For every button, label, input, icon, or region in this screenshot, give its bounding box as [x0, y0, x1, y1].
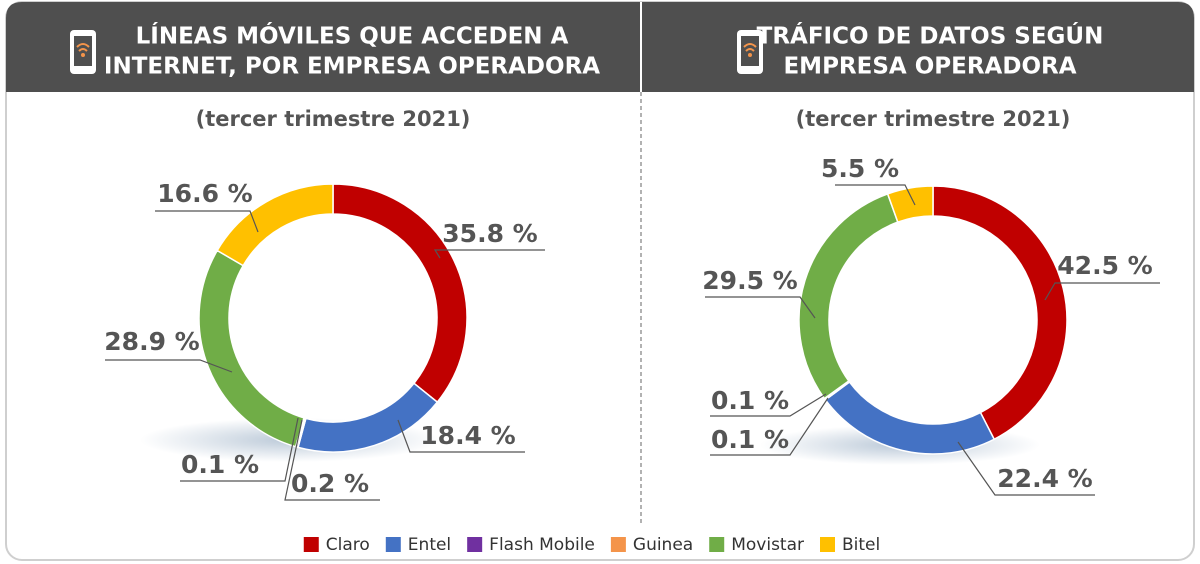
legend-swatch [709, 537, 725, 552]
legend-label: Flash Mobile [489, 535, 595, 555]
leader-line [710, 397, 829, 456]
legend-label: Bitel [842, 535, 880, 555]
value-label: 42.5 % [1057, 251, 1152, 280]
chart-title: TRÁFICO DE DATOS SEGÚN [757, 22, 1104, 50]
value-label: 0.1 % [711, 425, 789, 454]
chart-title: INTERNET, POR EMPRESA OPERADORA [104, 54, 600, 80]
leader-line [397, 419, 525, 453]
value-label: 0.2 % [291, 469, 369, 498]
donut-segment [216, 183, 334, 267]
value-label: 35.8 % [442, 219, 537, 248]
value-label: 29.5 % [702, 266, 797, 295]
phone-icon [70, 30, 96, 74]
chart-title: LÍNEAS MÓVILES QUE ACCEDEN A [136, 22, 569, 50]
value-label: 18.4 % [420, 421, 515, 450]
value-label: 0.1 % [711, 386, 789, 415]
value-label: 0.1 % [181, 450, 259, 479]
value-label: 22.4 % [997, 464, 1092, 493]
leader-line [705, 296, 816, 319]
leader-line [433, 249, 545, 259]
chart-title: EMPRESA OPERADORA [783, 54, 1076, 80]
header-band [6, 2, 1194, 92]
legend-swatch [820, 537, 835, 552]
leader-line [835, 184, 916, 206]
legend-label: Movistar [731, 535, 804, 555]
leader-line [105, 359, 233, 373]
legend-label: Guinea [633, 535, 693, 555]
legend-swatch [385, 537, 401, 552]
chart-subtitle: (tercer trimestre 2021) [196, 107, 471, 131]
value-label: 16.6 % [157, 179, 252, 208]
leader-line [180, 417, 299, 482]
legend-label: Entel [408, 535, 451, 555]
legend-swatch [467, 537, 483, 552]
leader-line [284, 419, 380, 501]
legend-swatch [610, 537, 626, 552]
leader-line [710, 393, 827, 417]
donut-segment [932, 185, 1068, 441]
donut-segment [886, 185, 934, 224]
leader-line [957, 441, 1095, 496]
legend-swatch [303, 537, 319, 552]
phone-icon [737, 30, 763, 74]
legend-label: Claro [326, 535, 370, 555]
value-label: 28.9 % [104, 327, 199, 356]
leader-line [155, 210, 259, 233]
value-label: 5.5 % [821, 154, 899, 183]
chart-subtitle: (tercer trimestre 2021) [796, 107, 1071, 131]
leader-line [1044, 282, 1160, 301]
